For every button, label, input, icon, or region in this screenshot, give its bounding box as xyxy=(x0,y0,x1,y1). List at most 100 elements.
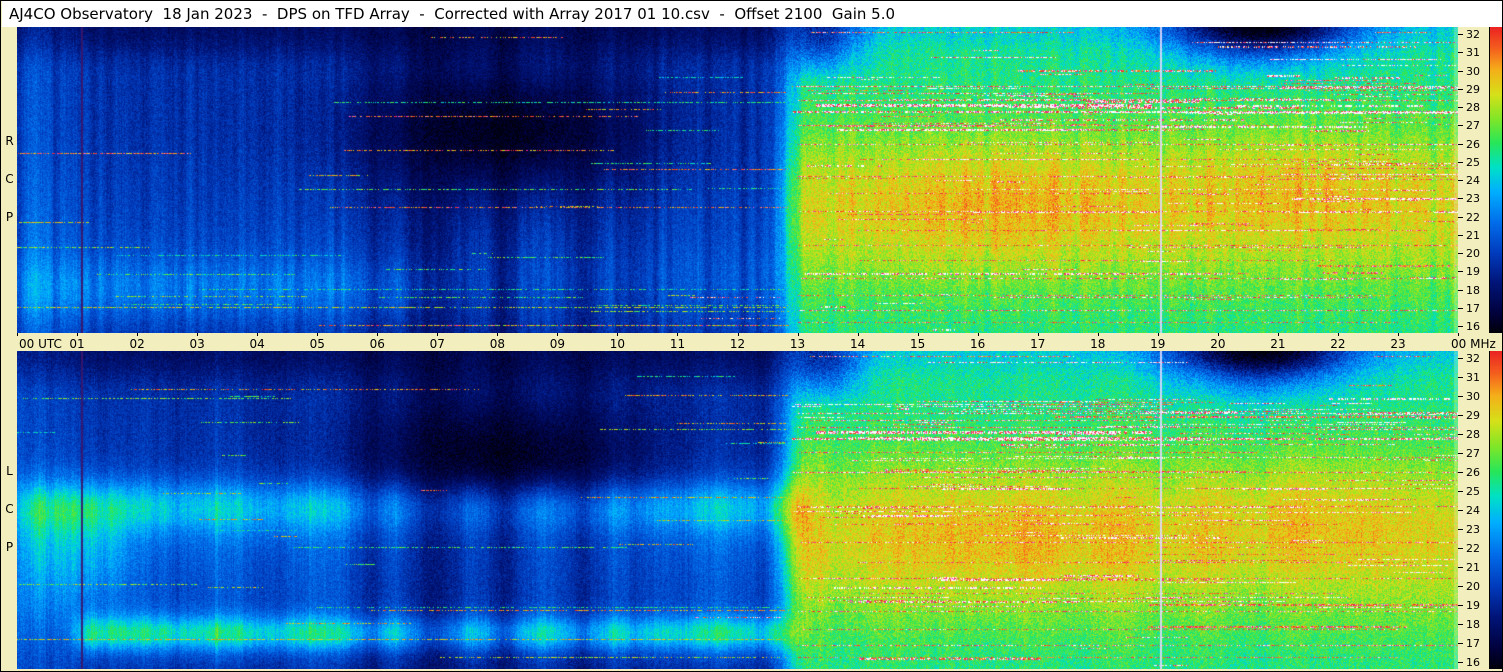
freq-label: 31 xyxy=(1466,371,1480,384)
hour-label: 18 xyxy=(1087,337,1109,351)
freq-tick xyxy=(1458,217,1463,218)
polarization-letter: P xyxy=(3,210,16,224)
freq-tick xyxy=(1458,34,1463,35)
hour-tick xyxy=(798,333,799,336)
hour-tick xyxy=(377,333,378,336)
freq-label: 30 xyxy=(1466,65,1480,78)
freq-label: 21 xyxy=(1466,561,1480,574)
hour-tick xyxy=(317,333,318,336)
polarization-letter: C xyxy=(3,502,16,516)
hour-label: 11 xyxy=(666,337,688,351)
freq-label: 16 xyxy=(1466,320,1480,333)
freq-tick xyxy=(1458,605,1463,606)
freq-label: 28 xyxy=(1466,101,1480,114)
freq-label: 26 xyxy=(1466,138,1480,151)
hour-label: 13 xyxy=(787,337,809,351)
freq-tick xyxy=(1458,510,1463,511)
time-start-label: 00 UTC xyxy=(19,337,62,351)
freq-label: 23 xyxy=(1466,523,1480,536)
hour-tick xyxy=(77,333,78,336)
hour-label: 10 xyxy=(606,337,628,351)
freq-label: 28 xyxy=(1466,428,1480,441)
freq-tick xyxy=(1458,453,1463,454)
hour-label: 02 xyxy=(126,337,148,351)
hour-tick xyxy=(1398,333,1399,336)
freq-label: 32 xyxy=(1466,28,1480,41)
time-end-label: 00 MHz xyxy=(1451,337,1496,351)
hour-tick xyxy=(1458,333,1459,336)
hour-label: 06 xyxy=(366,337,388,351)
hour-label: 03 xyxy=(186,337,208,351)
freq-label: 30 xyxy=(1466,390,1480,403)
freq-label: 27 xyxy=(1466,447,1480,460)
hour-tick xyxy=(677,333,678,336)
freq-label: 18 xyxy=(1466,618,1480,631)
freq-tick xyxy=(1458,71,1463,72)
freq-tick xyxy=(1458,235,1463,236)
hour-tick xyxy=(137,333,138,336)
freq-tick xyxy=(1458,396,1463,397)
hour-tick xyxy=(197,333,198,336)
hour-tick xyxy=(257,333,258,336)
freq-tick xyxy=(1458,624,1463,625)
freq-label: 22 xyxy=(1466,211,1480,224)
freq-label: 19 xyxy=(1466,265,1480,278)
freq-label: 21 xyxy=(1466,229,1480,242)
hour-label: 19 xyxy=(1147,337,1169,351)
hour-tick xyxy=(1278,333,1279,336)
freq-tick xyxy=(1458,198,1463,199)
freq-tick xyxy=(1458,52,1463,53)
freq-tick xyxy=(1458,125,1463,126)
freq-label: 17 xyxy=(1466,637,1480,650)
hour-label: 12 xyxy=(727,337,749,351)
polarization-letter: L xyxy=(3,464,16,478)
hour-label: 16 xyxy=(967,337,989,351)
freq-tick xyxy=(1458,326,1463,327)
freq-tick xyxy=(1458,529,1463,530)
hour-label: 23 xyxy=(1387,337,1409,351)
hour-tick xyxy=(978,333,979,336)
freq-tick xyxy=(1458,144,1463,145)
freq-tick xyxy=(1458,162,1463,163)
polarization-letter: C xyxy=(3,172,16,186)
freq-tick xyxy=(1458,662,1463,663)
freq-label: 25 xyxy=(1466,156,1480,169)
polarization-letter: R xyxy=(3,134,16,148)
color-scale-lcp xyxy=(1489,351,1503,669)
hour-label: 22 xyxy=(1327,337,1349,351)
freq-label: 20 xyxy=(1466,580,1480,593)
hour-label: 01 xyxy=(66,337,88,351)
freq-label: 19 xyxy=(1466,599,1480,612)
freq-tick xyxy=(1458,308,1463,309)
hour-label: 21 xyxy=(1267,337,1289,351)
freq-label: 26 xyxy=(1466,466,1480,479)
hour-label: 15 xyxy=(907,337,929,351)
freq-label: 29 xyxy=(1466,83,1480,96)
freq-label: 32 xyxy=(1466,352,1480,365)
freq-label: 22 xyxy=(1466,542,1480,555)
freq-tick xyxy=(1458,415,1463,416)
freq-tick xyxy=(1458,472,1463,473)
freq-tick xyxy=(1458,358,1463,359)
hour-tick xyxy=(1338,333,1339,336)
freq-tick xyxy=(1458,377,1463,378)
hour-tick xyxy=(858,333,859,336)
freq-label: 31 xyxy=(1466,46,1480,59)
hour-tick xyxy=(17,333,18,336)
hour-tick xyxy=(1038,333,1039,336)
hour-label: 04 xyxy=(246,337,268,351)
freq-tick xyxy=(1458,567,1463,568)
freq-tick xyxy=(1458,271,1463,272)
freq-label: 16 xyxy=(1466,656,1480,669)
freq-label: 18 xyxy=(1466,284,1480,297)
spectrogram-lcp xyxy=(17,351,1458,669)
freq-tick xyxy=(1458,548,1463,549)
freq-label: 17 xyxy=(1466,302,1480,315)
hour-label: 08 xyxy=(486,337,508,351)
color-scale-rcp xyxy=(1489,27,1503,333)
polarization-letter: P xyxy=(3,540,16,554)
freq-label: 29 xyxy=(1466,409,1480,422)
hour-label: 20 xyxy=(1207,337,1229,351)
freq-tick xyxy=(1458,253,1463,254)
hour-tick xyxy=(1098,333,1099,336)
